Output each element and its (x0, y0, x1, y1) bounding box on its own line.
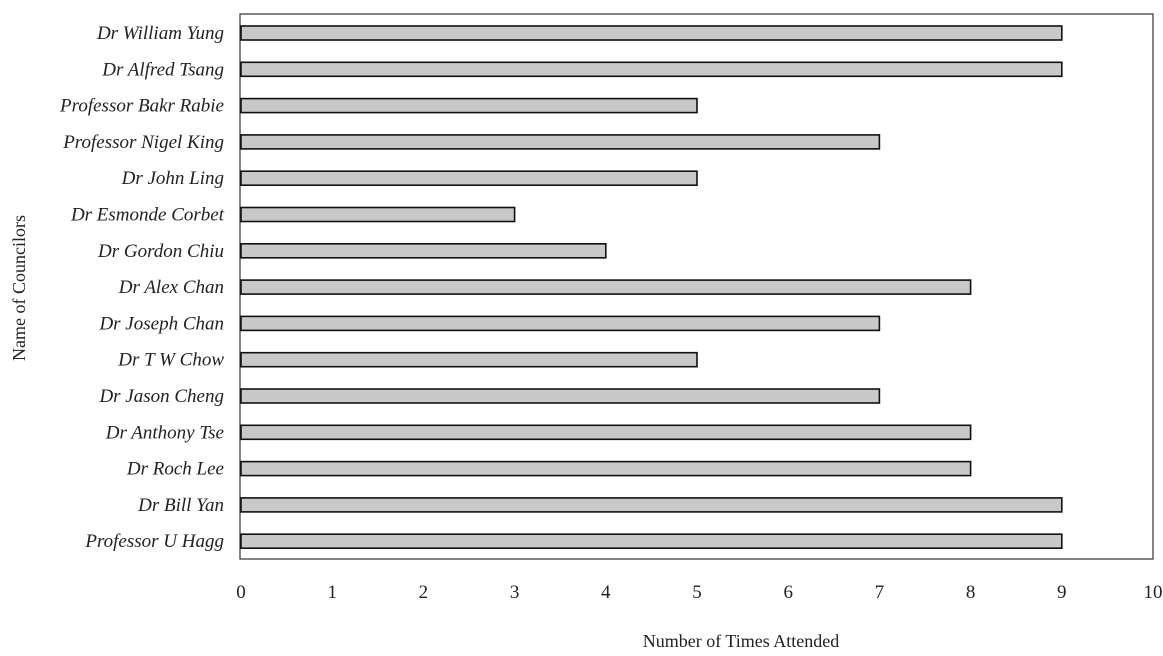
x-tick-label: 10 (1144, 582, 1163, 603)
category-label: Dr Alex Chan (118, 277, 224, 298)
category-label: Dr Jason Cheng (98, 386, 224, 407)
bar (240, 25, 1063, 41)
x-tick-label: 4 (601, 582, 611, 603)
x-tick-label: 1 (327, 582, 337, 603)
category-label: Dr Alfred Tsang (101, 59, 224, 80)
category-label: Professor Nigel King (62, 132, 224, 153)
category-label: Dr Roch Lee (126, 459, 224, 480)
x-tick-label: 6 (783, 582, 793, 603)
bar (240, 388, 881, 404)
category-label: Dr Joseph Chan (98, 313, 224, 334)
bar (240, 315, 881, 332)
bar (240, 61, 1063, 78)
bar (240, 279, 972, 295)
plot-frame (239, 13, 1154, 560)
category-label: Dr Anthony Tse (105, 422, 224, 443)
category-label: Dr William Yung (96, 23, 224, 44)
x-tick-label: 7 (875, 582, 885, 603)
bar-group (240, 25, 1063, 550)
category-label: Dr Bill Yan (137, 495, 224, 516)
bar (240, 97, 698, 114)
x-tick-label: 3 (510, 582, 520, 603)
bar (240, 206, 516, 223)
category-label-group: Dr William Yung Dr Alfred Tsang Professor … (59, 23, 225, 552)
bar (240, 424, 972, 441)
bar (240, 351, 698, 368)
x-tick-label: 5 (692, 582, 702, 603)
x-axis-title: Number of Times Attended (643, 631, 840, 651)
category-label: Professor U Hagg (84, 531, 224, 552)
x-tick-label-group: 0 1 2 3 4 5 6 7 8 9 10 (236, 582, 1162, 603)
bar (240, 497, 1063, 513)
category-label: Dr John Ling (121, 168, 224, 189)
bar (240, 533, 1063, 550)
bar (240, 170, 698, 186)
bar (240, 460, 972, 477)
x-tick-label: 8 (966, 582, 976, 603)
y-axis-title: Name of Councilors (9, 215, 29, 361)
x-tick-label: 9 (1057, 582, 1067, 603)
category-label: Professor Bakr Rabie (59, 96, 224, 117)
x-tick-label: 2 (419, 582, 429, 603)
bar (240, 243, 607, 259)
category-label: Dr Esmonde Corbet (70, 205, 225, 226)
x-tick-label: 0 (236, 582, 246, 603)
bar (240, 134, 881, 150)
category-label: Dr T W Chow (117, 350, 224, 371)
category-label: Dr Gordon Chiu (97, 241, 224, 262)
